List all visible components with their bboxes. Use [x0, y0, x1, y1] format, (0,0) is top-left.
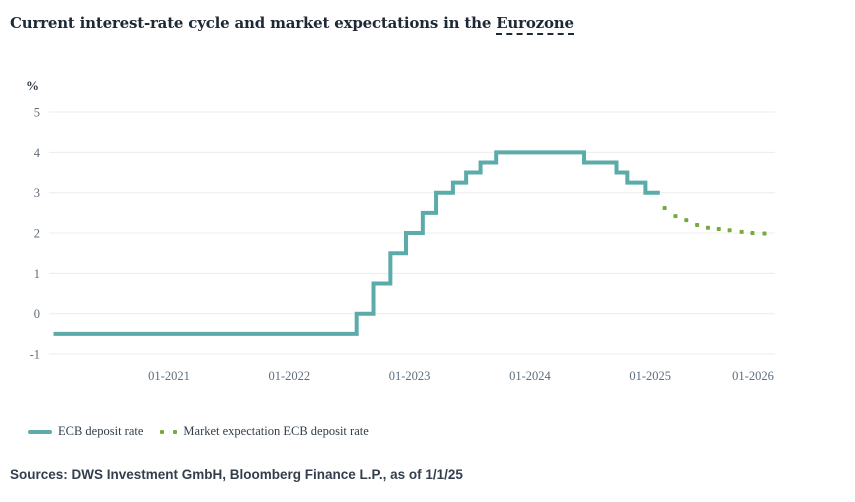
- expectation-dot: [673, 214, 678, 219]
- expectation-dot: [695, 222, 700, 227]
- legend-item-market-expectation[interactable]: Market expectation ECB deposit rate: [160, 424, 369, 439]
- x-tick-label: 01-2022: [268, 369, 310, 383]
- expectation-dot: [739, 229, 744, 234]
- y-tick-label: 5: [34, 106, 40, 120]
- expectation-dots-swatch: [160, 429, 178, 434]
- market-expectation-dots: [662, 206, 767, 236]
- expectation-dot: [705, 225, 710, 230]
- expectation-dot: [662, 206, 667, 211]
- interest-rate-chart: 5 4 3 2 1 0 -1% 01-2021 01-2022 01-2023 01-2024 01-…: [26, 78, 775, 383]
- expectation-dot: [750, 231, 755, 236]
- y-tick-label: -1: [30, 348, 40, 362]
- y-gridlines: 5 4 3 2 1 0 -1: [30, 106, 775, 362]
- legend-item-ecb-deposit-rate[interactable]: ECB deposit rate: [28, 424, 143, 439]
- legend-label: ECB deposit rate: [58, 424, 144, 438]
- ecb-deposit-rate-line: [53, 150, 660, 336]
- eurozone-glossary-term[interactable]: Eurozone: [496, 14, 574, 35]
- x-tick-label: 01-2023: [389, 369, 431, 383]
- x-tick-label: 01-2025: [629, 369, 671, 383]
- x-tick-label: 01-2024: [509, 369, 551, 383]
- chart-legend: ECB deposit rate Market expectation ECB …: [28, 424, 369, 439]
- y-tick-label: 2: [34, 227, 40, 241]
- x-tick-label: 01-2021: [148, 369, 190, 383]
- y-tick-label: 1: [34, 267, 40, 281]
- expectation-dot: [716, 227, 721, 232]
- chart-title-text: Current interest-rate cycle and market e…: [10, 14, 497, 32]
- y-tick-label: 0: [34, 307, 40, 321]
- expectation-dot: [684, 218, 689, 223]
- y-axis-unit-label: %: [26, 78, 39, 93]
- legend-label: Market expectation ECB deposit rate: [183, 424, 369, 438]
- x-tick-label: 01-2026: [732, 369, 774, 383]
- y-tick-label: 4: [34, 146, 41, 160]
- chart-title: Current interest-rate cycle and market e…: [10, 14, 574, 35]
- y-tick-label: 3: [34, 186, 40, 200]
- ecb-line-swatch: [28, 429, 52, 434]
- expectation-dot: [762, 231, 767, 236]
- chart-plot-area: 5 4 3 2 1 0 -1% 01-2021 01-2022 01-2023 01-2024 01-…: [0, 70, 855, 395]
- sources-note: Sources: DWS Investment GmbH, Bloomberg …: [10, 467, 463, 482]
- expectation-dot: [727, 228, 732, 233]
